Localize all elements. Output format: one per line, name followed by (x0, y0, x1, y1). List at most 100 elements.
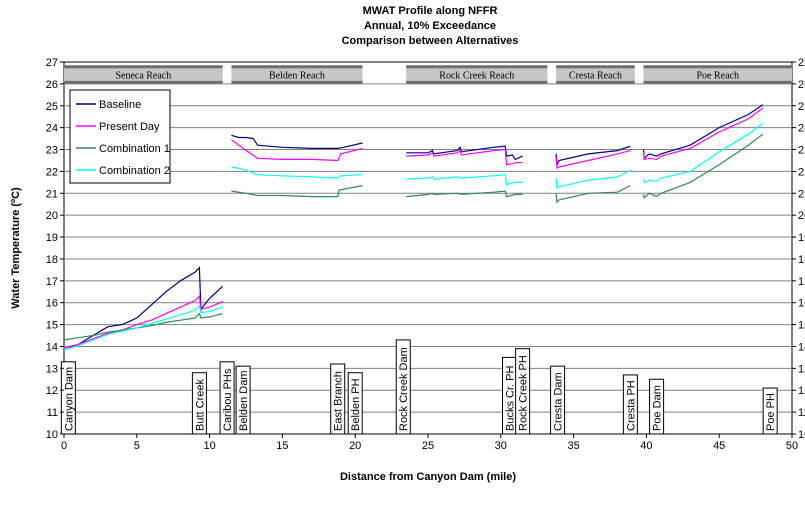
chart-title-line-3: Comparison between Alternatives (342, 35, 519, 47)
reach-label: Poe Reach (696, 71, 739, 82)
landmark-label: Belden Dam (238, 370, 250, 431)
landmark-box (515, 348, 531, 435)
chart-title: MWAT Profile along NFFR Annual, 10% Exce… (342, 5, 519, 47)
series-line (555, 145, 631, 168)
y-tick-label-right: 12 (798, 385, 805, 397)
y-tick-label: 25 (46, 101, 58, 113)
y-axis-label: Water Temperature (ºC) (10, 187, 22, 309)
legend-label: Combination 1 (99, 143, 170, 155)
series-line (406, 190, 523, 198)
y-tick-label: 27 (46, 57, 58, 69)
reach-band (231, 65, 363, 84)
reach-band-top-shade (406, 65, 548, 69)
y-tick-label-right: 21 (798, 188, 805, 200)
series-line (231, 185, 363, 198)
landmark-label: East Branch (333, 371, 345, 431)
reach-label: Belden Reach (269, 71, 325, 82)
series-line (231, 166, 363, 179)
landmark-label: Cresta PH (625, 380, 637, 431)
y-tick-label-right: 18 (798, 254, 805, 266)
landmark-label: Cresta Dam (553, 372, 565, 431)
y-tick-label: 23 (46, 145, 58, 157)
x-axis-label: Distance from Canyon Dam (mile) (340, 471, 516, 483)
landmark-label: Butt Creek (194, 379, 206, 431)
landmark-label: Poe Dam (652, 385, 664, 431)
y-tick-label-right: 26 (798, 79, 805, 91)
series-line (63, 266, 224, 351)
landmark-label: Poe PH (765, 393, 777, 431)
series-line (642, 104, 764, 160)
legend-box (69, 89, 171, 184)
reach-band-top-shade (64, 65, 223, 69)
x-tick-label: 30 (495, 440, 507, 452)
reach-band-top-shade (231, 65, 363, 69)
landmark-box (219, 361, 235, 435)
y-tick-label-right: 14 (798, 341, 805, 353)
landmark-label: Caribou PHs (222, 368, 234, 431)
y-tick-label-right: 17 (798, 276, 805, 288)
landmark-box (235, 365, 251, 435)
y-tick-label: 22 (46, 166, 58, 178)
y-tick-label-right: 10 (798, 429, 805, 441)
y-tick-label-right: 16 (798, 298, 805, 310)
landmark-box (762, 387, 778, 435)
x-tick-label: 20 (349, 440, 361, 452)
reach-band-bottom-shade (556, 80, 635, 84)
legend: Baseline Present Day Combination 1 Combinat… (69, 89, 171, 184)
landmark-label: Canyon Dam (63, 367, 75, 431)
y-tick-label-right: 23 (798, 145, 805, 157)
y-tick-label: 20 (46, 210, 58, 222)
series-line (231, 134, 363, 149)
y-tick-label-right: 20 (798, 210, 805, 222)
x-tick-label: 25 (422, 440, 434, 452)
series-line (63, 312, 223, 341)
y-tick-label: 17 (46, 276, 58, 288)
series-line (406, 148, 523, 166)
y-tick-label: 21 (46, 188, 58, 200)
landmark-box (649, 378, 665, 435)
series-line (406, 145, 523, 161)
x-tick-label: 10 (203, 440, 215, 452)
reach-band-bottom-shade (406, 80, 548, 84)
y-tick-label-right: 13 (798, 363, 805, 375)
y-tick-label-right: 19 (798, 232, 805, 244)
y-tick-label-right: 25 (798, 101, 805, 113)
legend-label: Present Day (99, 121, 160, 133)
series-line (642, 107, 764, 161)
reach-band-top-shade (556, 65, 635, 69)
x-tick-label: 35 (567, 440, 579, 452)
reach-label: Cresta Reach (569, 71, 622, 82)
y-tick-label: 26 (46, 79, 58, 91)
y-tick-label: 11 (47, 407, 58, 419)
reach-bands: Seneca Reach Belden Reach Rock Creek Reach… (64, 65, 792, 84)
series-line (231, 139, 363, 162)
y-tick-label: 10 (46, 429, 58, 441)
series-line (406, 174, 523, 186)
y-tick-label: 13 (46, 363, 58, 375)
reach-band-bottom-shade (231, 80, 363, 84)
legend-label: Baseline (99, 99, 141, 111)
landmarks: Canyon Dam Butt Creek Caribou PHs Belden Da… (60, 339, 778, 435)
landmark-label: Belden PH (350, 378, 362, 431)
y-tick-label-right: 15 (798, 320, 805, 332)
reach-band (643, 65, 792, 84)
reach-band-top-shade (643, 65, 792, 69)
y-tick-label-right: 22 (798, 166, 805, 178)
landmark-box (60, 361, 76, 435)
y-tick-label: 18 (46, 254, 58, 266)
y-tick-label: 14 (46, 341, 58, 353)
landmark-label: Rock Creek PH (518, 355, 530, 431)
gridlines (64, 83, 792, 413)
reach-band-bottom-shade (64, 80, 223, 84)
x-tick-label: 45 (713, 440, 725, 452)
x-tick-label: 40 (640, 440, 652, 452)
y-axis-right: 10 11 12 13 14 15 16 17 18 19 20 21 22 23 24 25 26 27 (792, 57, 805, 441)
series-lines (63, 104, 764, 351)
reach-band (556, 65, 635, 84)
x-tick-label: 5 (134, 440, 140, 452)
landmark-box (622, 374, 638, 435)
y-tick-label: 12 (46, 385, 58, 397)
chart-title-line-1: MWAT Profile along NFFR (363, 5, 498, 17)
series-line (642, 122, 764, 184)
